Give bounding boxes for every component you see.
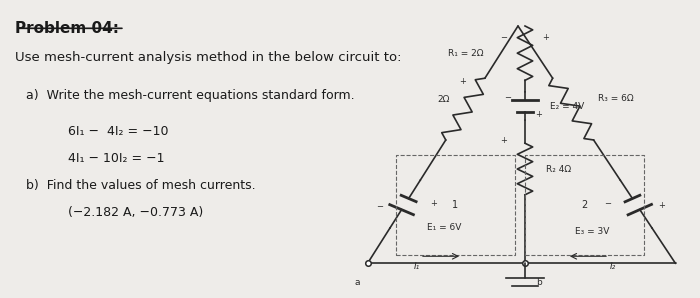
Text: +: + (542, 33, 550, 42)
Text: b)  Find the values of mesh currents.: b) Find the values of mesh currents. (27, 179, 256, 192)
Text: 4I₁ − 10I₂ = −1: 4I₁ − 10I₂ = −1 (68, 152, 164, 165)
Text: R₁ = 2Ω: R₁ = 2Ω (447, 49, 483, 58)
Text: −: − (500, 33, 508, 42)
Text: +: + (500, 136, 508, 145)
Text: Use mesh-current analysis method in the below circuit to:: Use mesh-current analysis method in the … (15, 51, 402, 64)
Text: I₁: I₁ (414, 262, 419, 271)
Text: a)  Write the mesh-current equations standard form.: a) Write the mesh-current equations stan… (27, 89, 355, 103)
Text: I₂: I₂ (610, 262, 615, 271)
Text: +: + (536, 110, 542, 119)
Text: −: − (604, 199, 611, 208)
Text: 2: 2 (582, 200, 587, 210)
Text: −: − (377, 202, 384, 211)
Text: E₂ = 4V: E₂ = 4V (550, 102, 584, 111)
Text: 2Ω: 2Ω (438, 95, 450, 104)
Text: +: + (430, 199, 437, 208)
Text: E₃ = 3V: E₃ = 3V (575, 227, 609, 236)
Text: E₁ = 6V: E₁ = 6V (427, 223, 461, 232)
Text: Problem 04:: Problem 04: (15, 21, 119, 36)
Text: +: + (459, 77, 466, 86)
Text: +: + (658, 201, 665, 210)
Text: a: a (354, 278, 360, 287)
Text: 1: 1 (452, 200, 458, 210)
Text: R₃ = 6Ω: R₃ = 6Ω (598, 94, 634, 103)
Text: b: b (536, 278, 542, 287)
Text: (−2.182 A, −0.773 A): (−2.182 A, −0.773 A) (68, 206, 203, 219)
Text: −: − (504, 93, 511, 102)
Text: 6I₁ −  4I₂ = −10: 6I₁ − 4I₂ = −10 (68, 125, 169, 138)
Text: R₂ 4Ω: R₂ 4Ω (546, 164, 571, 173)
